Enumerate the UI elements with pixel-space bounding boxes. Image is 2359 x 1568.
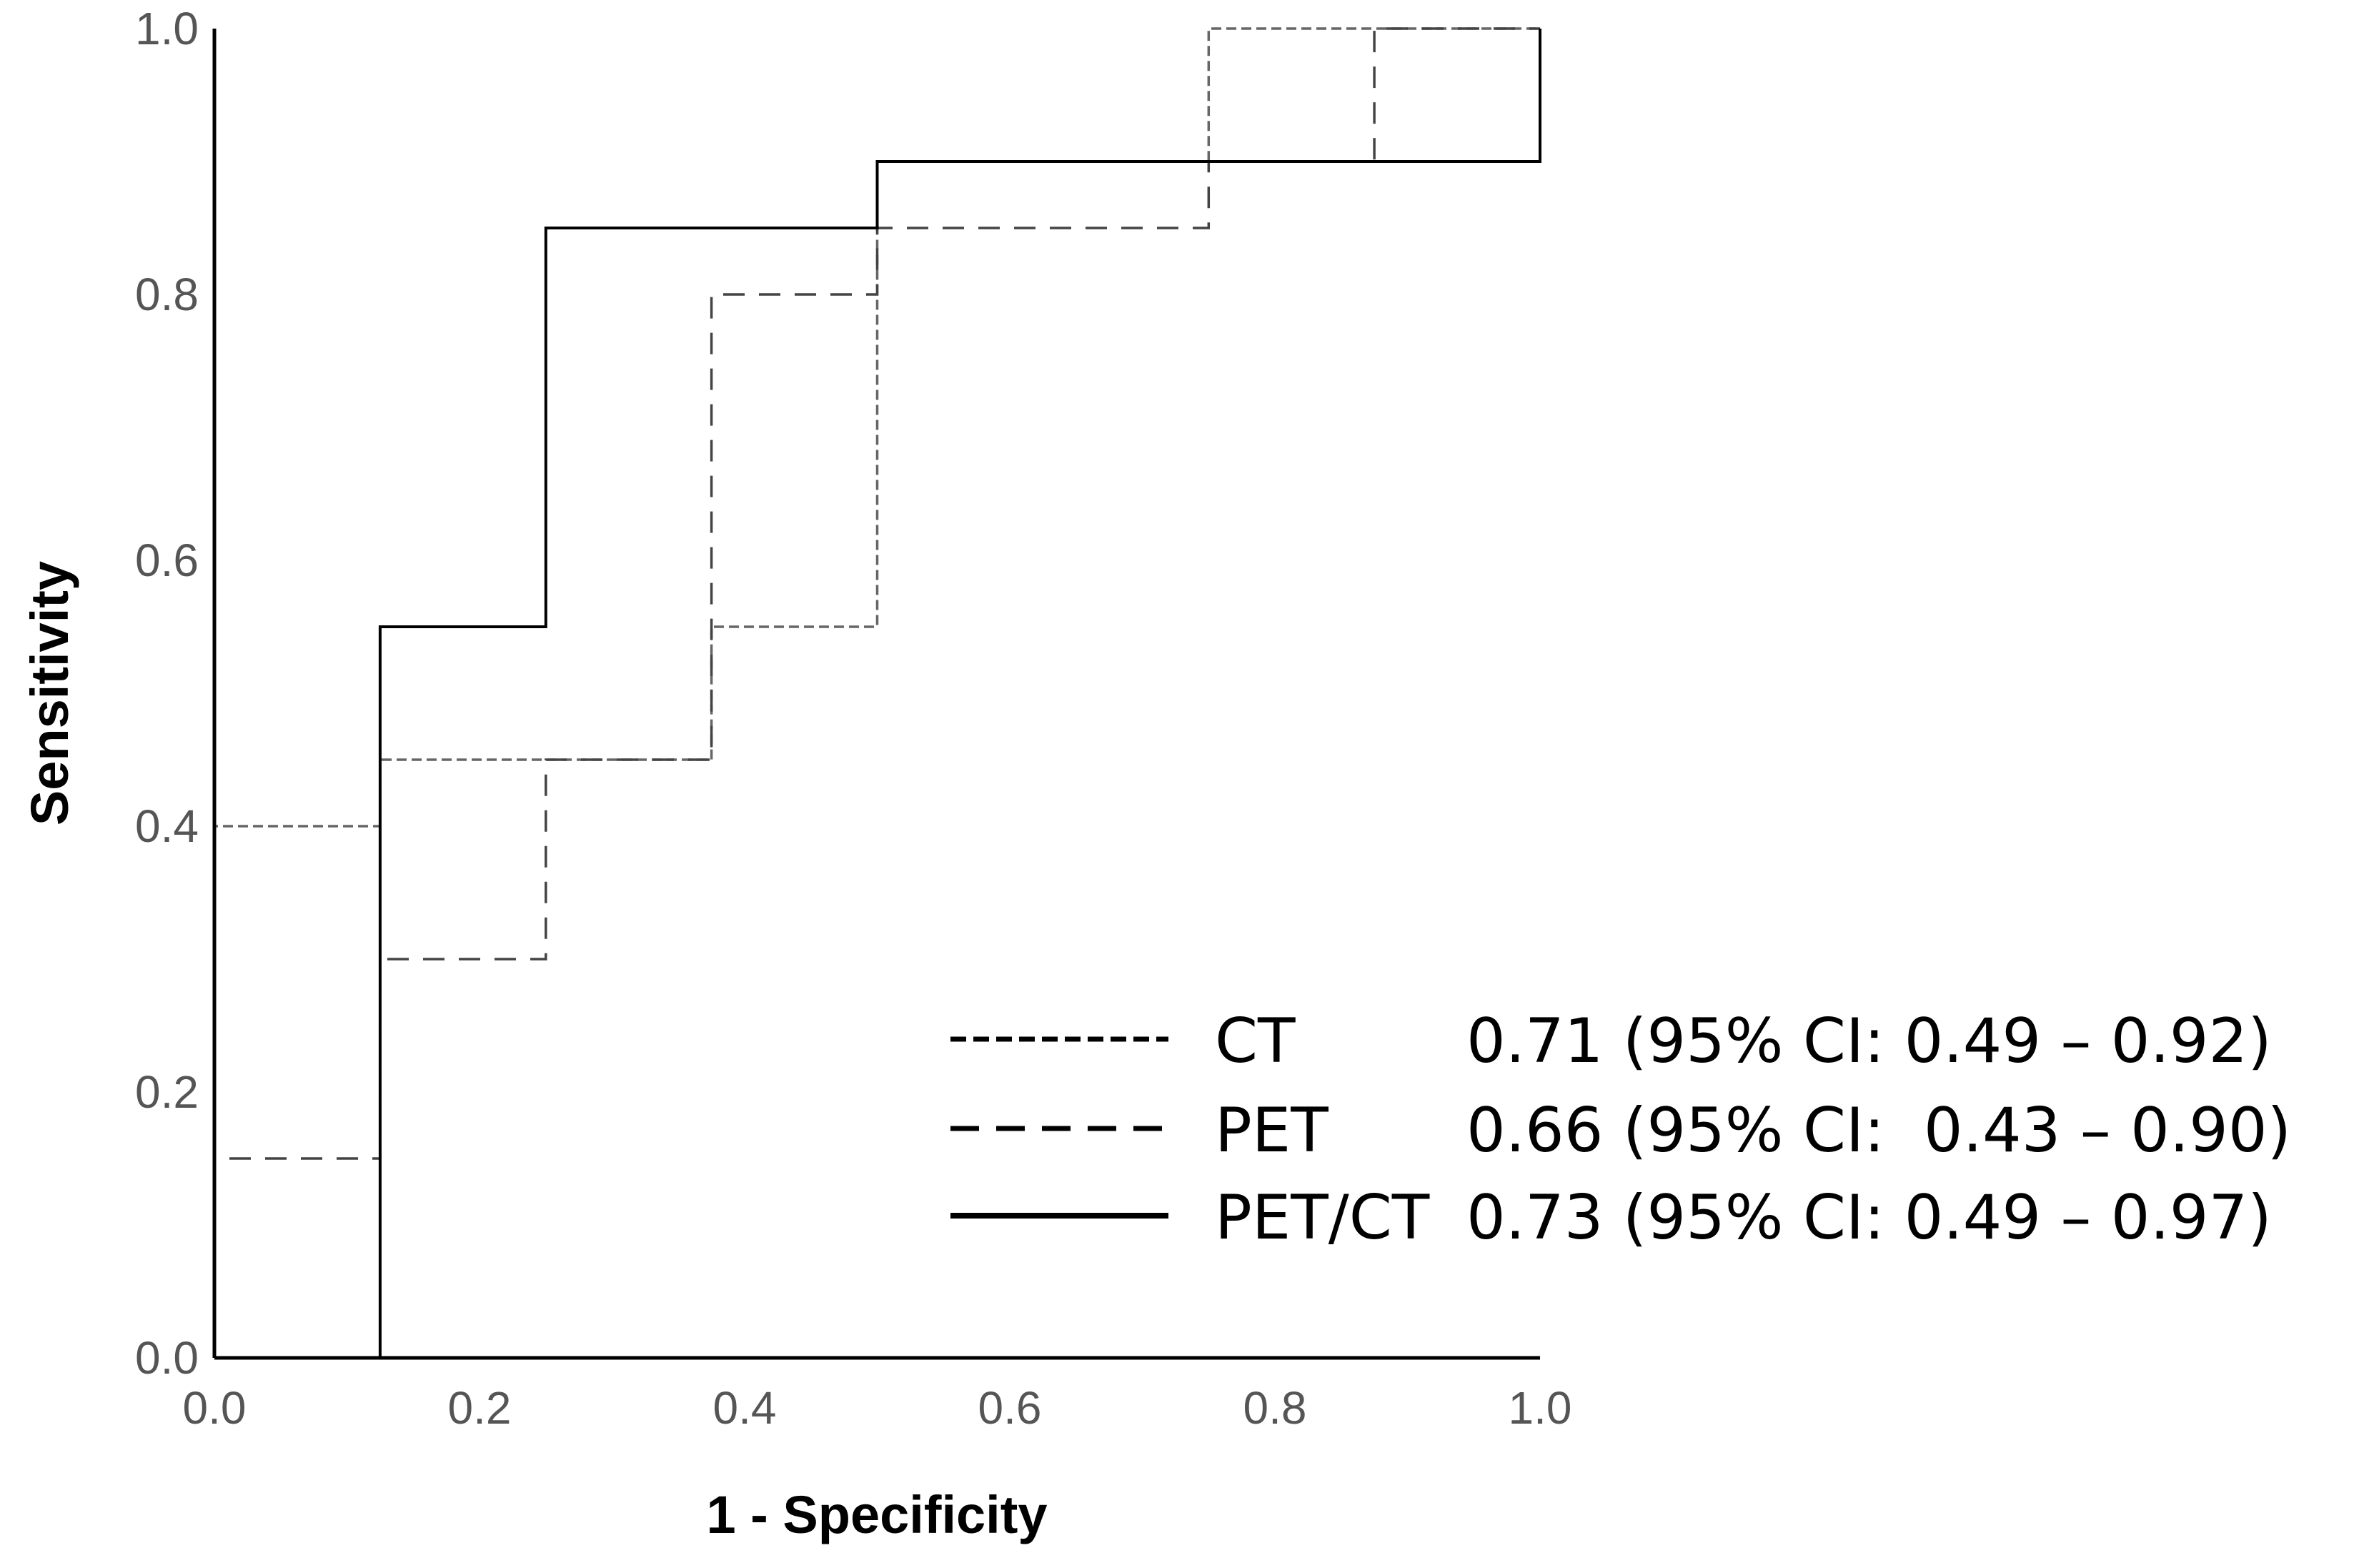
y-axis-title: Sensitivity (20, 561, 79, 825)
x-tick-label: 0.2 (448, 1382, 512, 1434)
y-tick-label: 0.4 (135, 800, 199, 852)
legend-auc-pet-ct: 0.73 (95% CI: 0.49 – 0.97) (1466, 1182, 2272, 1254)
legend: CT 0.71 (95% CI: 0.49 – 0.92) PET 0.66 (95%… (950, 1006, 2291, 1254)
y-tick-labels: 0.0 0.2 0.4 0.6 0.8 1.0 (135, 3, 199, 1384)
y-tick-label: 0.0 (135, 1332, 199, 1384)
legend-label-ct: CT (1215, 1006, 1296, 1077)
legend-auc-pet: 0.66 (95% CI: 0.43 – 0.90) (1466, 1095, 2291, 1166)
x-tick-label: 0.4 (713, 1382, 777, 1434)
y-tick-label: 1.0 (135, 3, 199, 54)
y-tick-label: 0.2 (135, 1066, 199, 1118)
y-tick-label: 0.8 (135, 269, 199, 320)
x-axis-title: 1 - Specificity (706, 1485, 1047, 1544)
legend-label-pet-ct: PET/CT (1215, 1182, 1430, 1254)
series-line-pet-ct (214, 29, 1541, 1359)
legend-auc-ct: 0.71 (95% CI: 0.49 – 0.92) (1466, 1006, 2272, 1077)
x-tick-label: 0.6 (978, 1382, 1042, 1434)
y-tick-label: 0.6 (135, 535, 199, 586)
series-layer (213, 27, 1541, 1359)
x-tick-label: 0.0 (183, 1382, 247, 1434)
legend-label-pet: PET (1215, 1095, 1329, 1166)
x-tick-labels: 0.0 0.2 0.4 0.6 0.8 1.0 (183, 1382, 1572, 1434)
x-tick-label: 0.8 (1243, 1382, 1307, 1434)
x-tick-label: 1.0 (1509, 1382, 1572, 1434)
